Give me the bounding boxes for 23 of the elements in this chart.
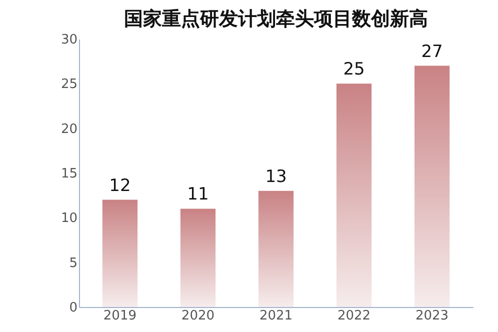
chart-title: 国家重点研发计划牵头项目数创新高 [124, 8, 428, 30]
y-tick-label: 25 [60, 77, 78, 92]
bar [180, 208, 216, 307]
data-label: 13 [265, 166, 287, 187]
data-label: 25 [343, 60, 365, 80]
x-tick-label: 2019 [103, 308, 137, 324]
y-tick-label: 15 [60, 166, 78, 182]
bar [102, 200, 138, 307]
bar [414, 66, 450, 307]
y-tick-label: 5 [69, 256, 78, 271]
bar [258, 190, 294, 307]
data-label: 27 [421, 42, 443, 62]
bar [336, 84, 372, 307]
x-tick-label: 2020 [181, 308, 215, 324]
y-tick-label: 10 [60, 211, 78, 226]
y-tick-label: 30 [60, 32, 78, 48]
data-label: 11 [187, 184, 209, 205]
x-tick-label: 2021 [259, 308, 293, 324]
x-tick-label: 2023 [415, 308, 449, 324]
y-tick-label: 20 [60, 122, 78, 137]
y-tick-label: 0 [69, 300, 78, 316]
x-tick-label: 2022 [337, 308, 371, 324]
data-label: 12 [109, 176, 131, 196]
